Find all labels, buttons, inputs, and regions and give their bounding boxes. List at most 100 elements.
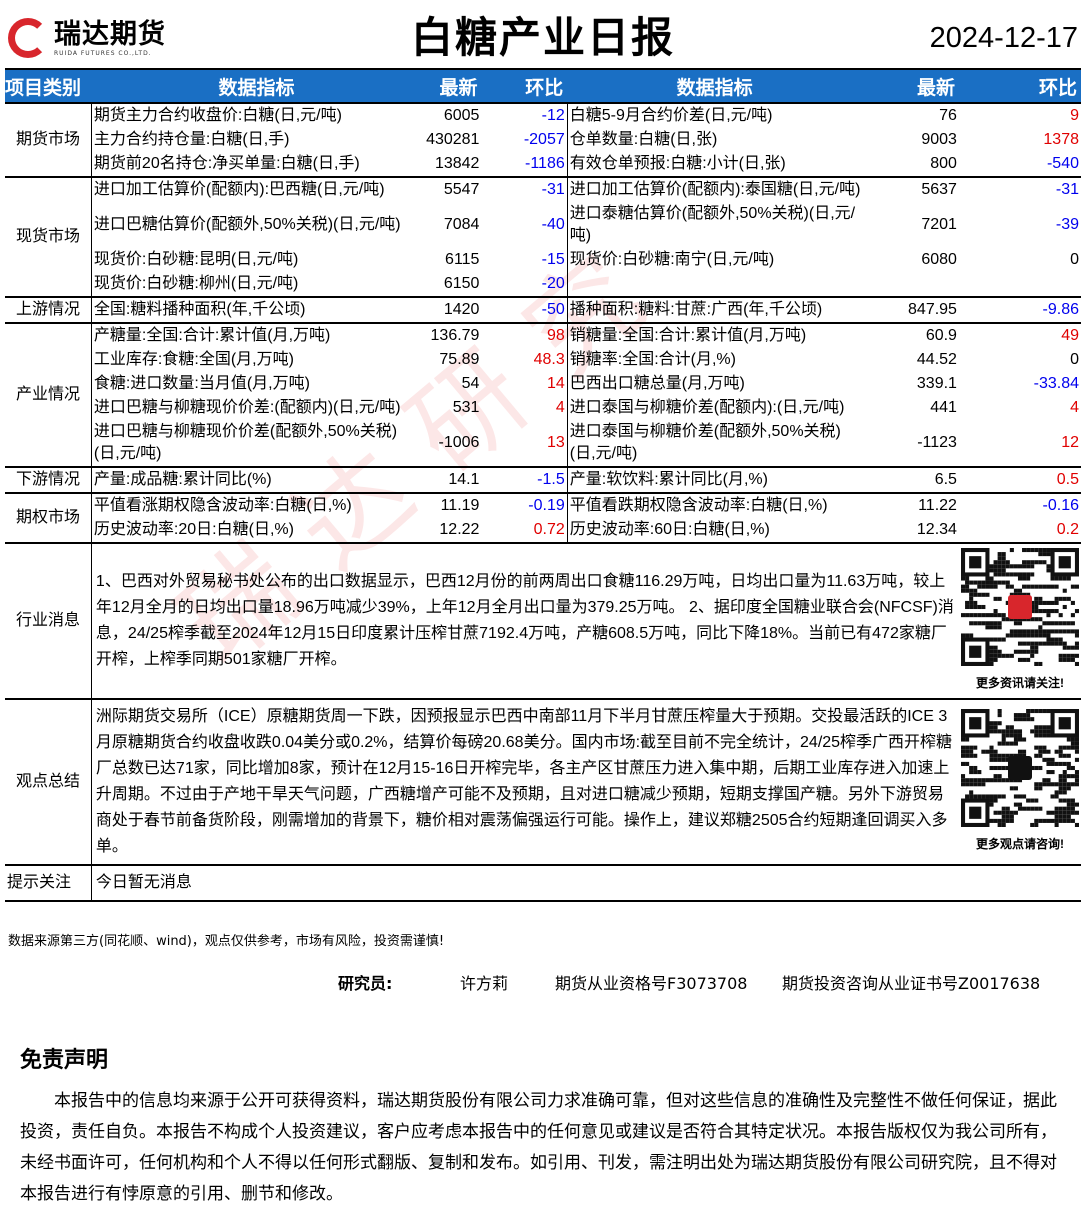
table-row: 主力合约持仓量:白糖(日,手) 430281 -2057 仓单数量:白糖(日,张) 90…	[5, 128, 1081, 152]
column-header: 环比	[958, 68, 1081, 103]
column-header: 数据指标	[91, 68, 422, 103]
advisory-cert: 期货投资咨询从业证书号Z0017638	[782, 974, 1041, 993]
latest-value: 6150	[443, 275, 480, 292]
indicator-name: 历史波动率:60日:白糖(日,%)	[569, 521, 770, 538]
latest-value: 441	[930, 399, 957, 416]
change-value: -1.5	[481, 466, 568, 493]
qr-code-icon	[960, 709, 1079, 827]
change-value: -0.19	[481, 492, 568, 518]
change-value: -20	[481, 272, 568, 297]
table-row: 现货市场 进口加工估算价(配额内):巴西糖(日,元/吨) 5547 -31 进口加工估算…	[5, 176, 1081, 297]
logo-english: RUIDA FUTURES CO.,LTD.	[54, 49, 152, 57]
table-row: 现货价:白砂糖:柳州(日,元/吨) 6150 -20	[5, 272, 1081, 297]
change-value: -0.16	[958, 492, 1081, 518]
change-value: -1186	[481, 152, 568, 177]
qr-code-cell: 更多观点请咨询!	[958, 698, 1081, 865]
change-value: 0	[1070, 351, 1079, 368]
indicator-name: 期货前20名持仓:净买单量:白糖(日,手)	[93, 155, 360, 172]
table-row: 现货价:白砂糖:昆明(日,元/吨) 6115 -15 现货价:白砂糖:南宁(日,元/吨…	[5, 248, 1081, 272]
change-value: 4	[481, 396, 568, 420]
latest-value: -1006	[438, 434, 480, 451]
latest-value: 6.5	[866, 466, 959, 493]
latest-value: 11.22	[866, 492, 959, 518]
indicator-name: 销糖量:全国:合计:累计值(月,万吨)	[567, 322, 867, 348]
indicator-name: 平值看跌期权隐含波动率:白糖(日,%)	[567, 492, 867, 518]
latest-value: 7201	[921, 216, 957, 233]
change-value: -15	[481, 248, 568, 272]
latest-value: 7084	[443, 216, 480, 233]
indicator-name: 进口巴糖与柳糖现价价差(配额外,50%关税)(日,元/吨)	[93, 423, 398, 462]
text-row-news: 行业消息 1、巴西对外贸易秘书处公布的出口数据显示，巴西12月份的前两周出口食糖1…	[5, 542, 1081, 699]
indicator-name	[567, 272, 866, 297]
change-value: -2057	[481, 128, 568, 152]
change-value: -50	[481, 296, 568, 323]
category-cell: 行业消息	[5, 542, 92, 699]
change-value: 0.2	[1056, 521, 1079, 538]
latest-value: 800	[930, 155, 957, 172]
latest-value: 14.1	[421, 466, 482, 493]
latest-value: 6080	[921, 251, 957, 268]
latest-value: 6005	[421, 102, 482, 128]
researcher-label: 研究员:	[338, 974, 393, 993]
latest-value: 5637	[866, 176, 959, 202]
logo-name: 瑞达期货	[54, 18, 166, 50]
table-header-row: 项目类别 数据指标 最新 环比 数据指标 最新 环比	[5, 68, 1081, 103]
indicator-name: 白糖5-9月合约价差(日,元/吨)	[567, 102, 867, 128]
company-logo: 瑞达期货 RUIDA FUTURES CO.,LTD.	[8, 18, 166, 58]
latest-value: 12.34	[916, 521, 957, 538]
table-row: 上游情况 全国:糖料播种面积(年,千公顷) 1420 -50 播种面积:糖料:甘蔗:广西…	[5, 296, 1081, 323]
table-row: 工业库存:食糖:全国(月,万吨) 75.89 48.3 销糖率:全国:合计(月,%) 4…	[5, 348, 1081, 372]
table-row: 历史波动率:20日:白糖(日,%) 12.22 0.72 历史波动率:60日:白糖(日…	[5, 518, 1081, 543]
latest-value: 531	[452, 399, 480, 416]
report-title: 白糖产业日报	[410, 13, 675, 62]
change-value: -31	[958, 176, 1081, 202]
category-cell: 观点总结	[5, 698, 92, 865]
logo-mark-icon	[8, 18, 48, 58]
qr-code-cell: 更多资讯请关注!	[958, 542, 1081, 699]
indicator-name: 现货价:白砂糖:昆明(日,元/吨)	[93, 251, 299, 268]
change-value: -31	[481, 176, 568, 202]
indicator-name: 期货主力合约收盘价:白糖(日,元/吨)	[91, 102, 422, 128]
indicator-name: 全国:糖料播种面积(年,千公顷)	[91, 296, 422, 323]
latest-value: 60.9	[866, 322, 959, 348]
latest-value: 75.89	[439, 351, 480, 368]
news-text: 1、巴西对外贸易秘书处公布的出口数据显示，巴西12月份的前两周出口食糖116.2…	[91, 542, 959, 699]
indicator-name: 工业库存:食糖:全国(月,万吨)	[93, 351, 294, 368]
source-note: 数据来源第三方(同花顺、wind)，观点仅供参考，市场有风险，投资需谨慎!	[8, 934, 445, 949]
table-row: 进口巴糖与柳糖现价价差:(配额内)(日,元/吨) 531 4 进口泰国与柳糖价差(配额…	[5, 396, 1081, 420]
category-cell: 产业情况	[5, 322, 92, 467]
category-cell: 现货市场	[5, 176, 92, 297]
latest-value: 339.1	[916, 375, 957, 392]
column-header: 项目类别	[5, 68, 92, 103]
disclaimer-title: 免责声明	[20, 1048, 109, 1073]
latest-value: 1420	[421, 296, 482, 323]
indicator-name: 进口泰国与柳糖价差(配额外,50%关税)(日,元/吨)	[569, 423, 841, 462]
latest-value: 847.95	[866, 296, 959, 323]
latest-value: 9003	[921, 131, 957, 148]
change-value: 9	[958, 102, 1081, 128]
summary-text: 洲际期货交易所（ICE）原糖期货周一下跌，因预报显示巴西中南部11月下半月甘蔗压…	[91, 698, 959, 865]
latest-value: 54	[461, 375, 480, 392]
indicator-name: 仓单数量:白糖(日,张)	[569, 131, 718, 148]
indicator-name: 历史波动率:20日:白糖(日,%)	[93, 521, 294, 538]
latest-value: 136.79	[421, 322, 482, 348]
change-value: -12	[481, 102, 568, 128]
change-value: 0	[1070, 251, 1079, 268]
category-cell: 期货市场	[5, 102, 92, 177]
change-value: -9.86	[958, 296, 1081, 323]
data-table: 项目类别 数据指标 最新 环比 数据指标 最新 环比 期货市场 期货主力合约收盘价:白糖(日,…	[5, 68, 1081, 902]
qr-caption: 更多观点请咨询!	[975, 837, 1064, 851]
table-row: 期货市场 期货主力合约收盘价:白糖(日,元/吨) 6005 -12 白糖5-9月合约价差…	[5, 102, 1081, 177]
latest-value: 6115	[445, 251, 480, 268]
indicator-name: 产量:成品糖:累计同比(%)	[91, 466, 422, 493]
latest-value: -1123	[917, 434, 957, 451]
table-row: 进口巴糖估算价(配额外,50%关税)(日,元/吨) 7084 -40 进口泰糖估算价(…	[5, 202, 1081, 248]
indicator-name: 食糖:进口数量:当月值(月,万吨)	[93, 375, 310, 392]
change-value: 48.3	[481, 348, 568, 372]
indicator-name: 产糖量:全国:合计:累计值(月,万吨)	[91, 322, 422, 348]
change-value	[959, 272, 1081, 297]
indicator-name: 进口泰国与柳糖价差(配额内):(日,元/吨)	[569, 399, 845, 416]
indicator-name: 进口巴糖估算价(配额外,50%关税)(日,元/吨)	[93, 216, 401, 233]
latest-value: 12.22	[439, 521, 480, 538]
change-value: 1378	[1043, 131, 1079, 148]
